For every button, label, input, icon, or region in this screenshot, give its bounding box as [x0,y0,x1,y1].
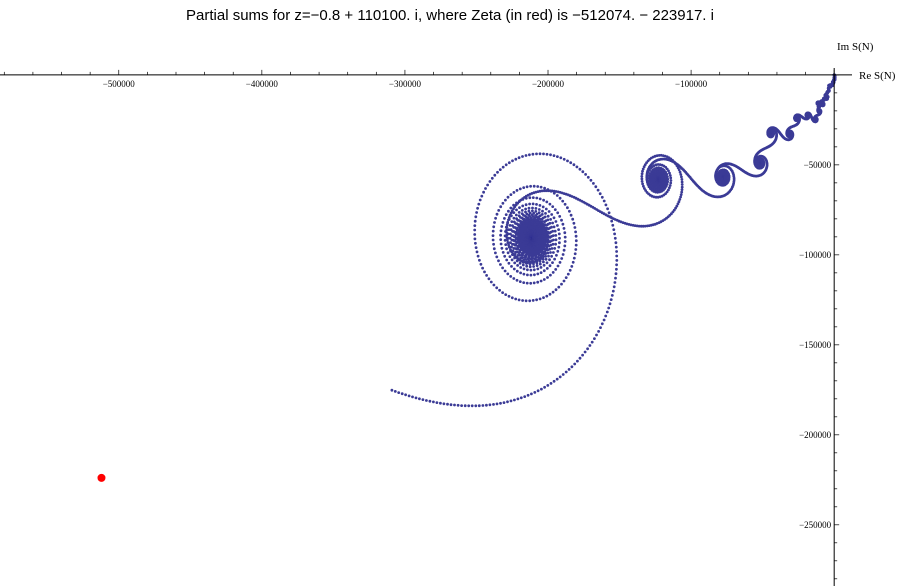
chart-title: Partial sums for z=−0.8 + 110100. i, whe… [186,7,714,24]
partial-sum-points [390,73,837,408]
